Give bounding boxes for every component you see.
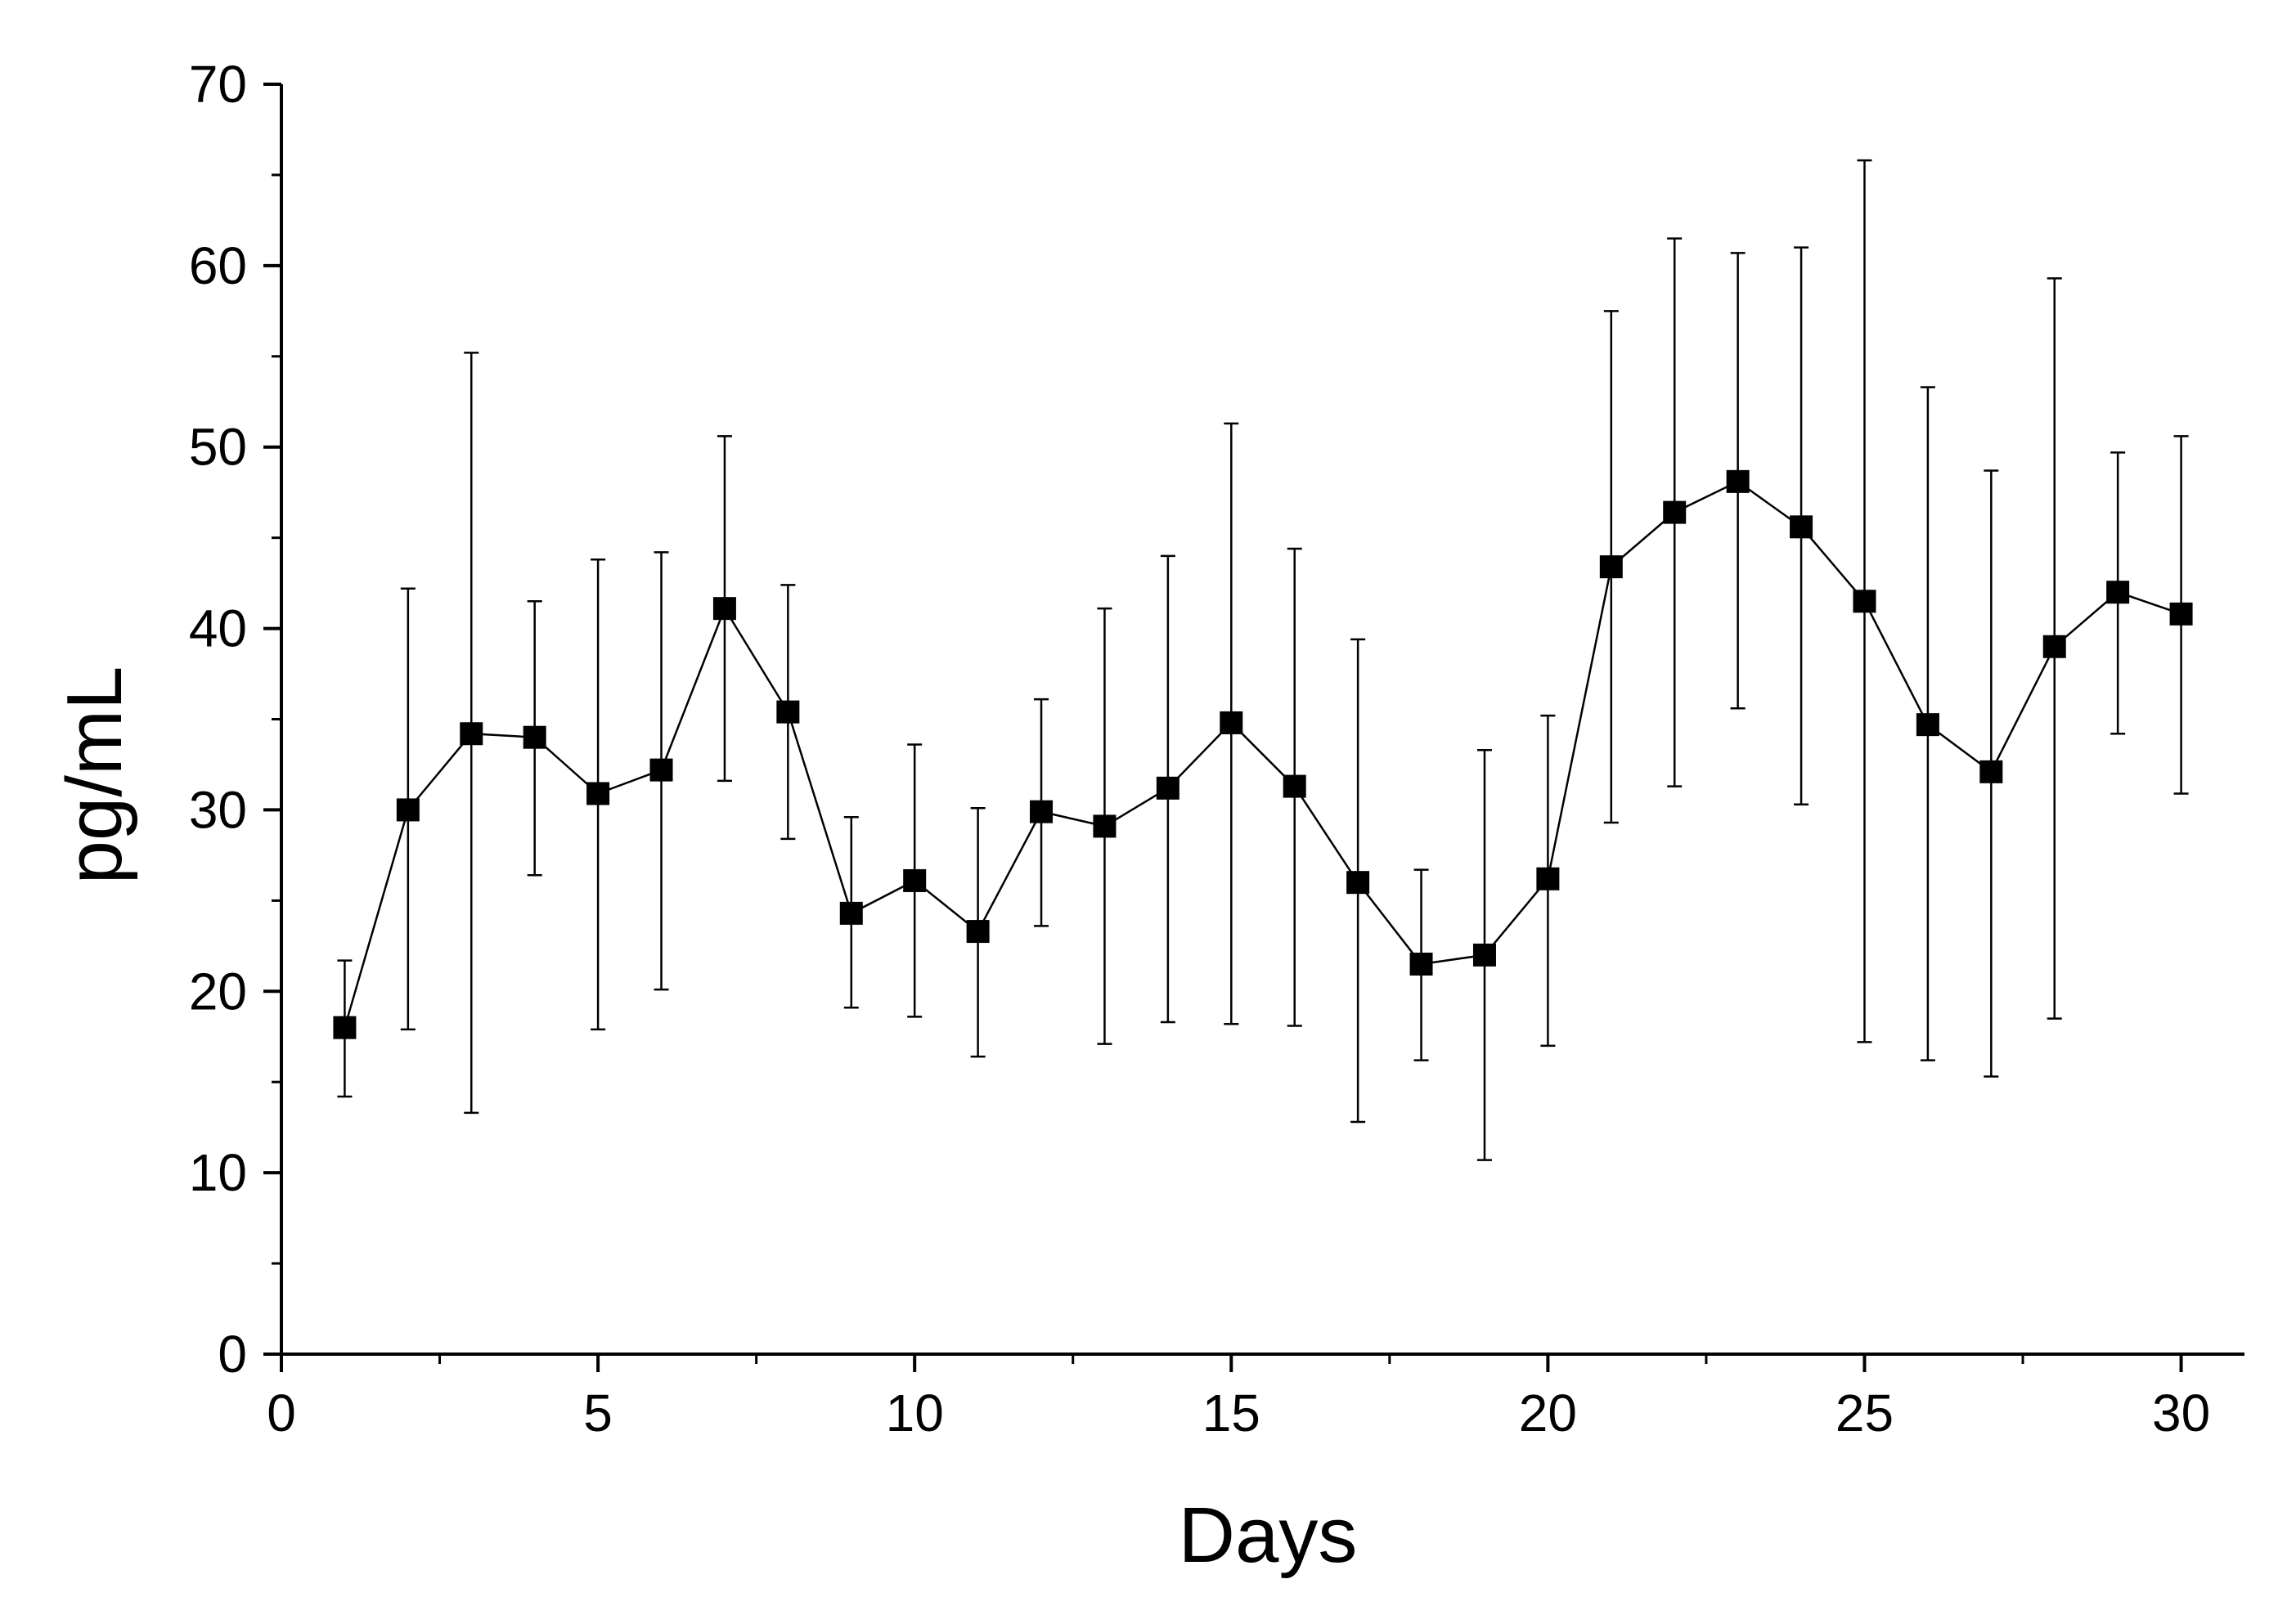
y-tick-label: 70 — [189, 55, 247, 114]
y-tick-label: 20 — [189, 962, 247, 1021]
data-point — [1409, 953, 1433, 976]
x-tick-label: 5 — [583, 1384, 613, 1442]
data-point — [1726, 469, 1750, 493]
x-tick-label: 10 — [886, 1384, 944, 1442]
series-line — [344, 480, 2182, 1029]
error-bars — [337, 159, 2189, 1161]
data-point — [649, 758, 673, 782]
y-tick-label: 0 — [218, 1325, 247, 1384]
y-tick-label: 50 — [189, 418, 247, 477]
data-point — [2042, 635, 2066, 658]
markers — [333, 469, 2193, 1039]
y-tick-label: 40 — [189, 599, 247, 658]
data-point — [1916, 713, 1939, 737]
data-point — [1283, 774, 1306, 798]
data-point — [1790, 515, 1813, 539]
data-point — [776, 700, 800, 724]
data-point — [1536, 867, 1560, 890]
x-axis-label: Days — [1179, 1492, 1358, 1579]
data-point — [1156, 776, 1179, 800]
data-point — [333, 1016, 357, 1039]
data-point — [903, 868, 927, 892]
data-point — [1093, 814, 1117, 838]
series-lines — [344, 480, 2182, 1029]
y-tick-label: 60 — [189, 236, 247, 295]
data-point — [460, 722, 483, 746]
x-tick-label: 15 — [1202, 1384, 1260, 1442]
tick-labels: 0 5 10 15 20 25 30 0 10 20 30 40 50 60 70 — [189, 55, 2210, 1442]
x-tick-label: 25 — [1835, 1384, 1894, 1442]
data-point — [1663, 500, 1687, 524]
x-tick-label: 20 — [1519, 1384, 1577, 1442]
y-tick-label: 30 — [189, 780, 247, 839]
data-point — [1979, 760, 2003, 783]
data-point — [2106, 581, 2130, 604]
data-point — [1030, 800, 1054, 823]
y-axis-label: pg/mL — [51, 666, 138, 885]
data-point — [523, 725, 546, 749]
data-point — [712, 597, 736, 621]
x-tick-label: 0 — [267, 1384, 296, 1442]
data-point — [1220, 711, 1243, 734]
data-point — [1346, 871, 1370, 895]
ticks — [263, 83, 2183, 1372]
y-tick-label: 10 — [189, 1143, 247, 1202]
data-point — [2169, 602, 2193, 626]
data-point — [1853, 590, 1876, 613]
data-point — [1472, 943, 1496, 967]
data-point — [966, 920, 990, 944]
data-point — [1599, 555, 1623, 579]
data-point — [839, 901, 863, 925]
data-point — [396, 798, 420, 822]
data-point — [586, 782, 610, 805]
x-tick-label: 30 — [2152, 1384, 2210, 1442]
axes — [280, 84, 2244, 1356]
